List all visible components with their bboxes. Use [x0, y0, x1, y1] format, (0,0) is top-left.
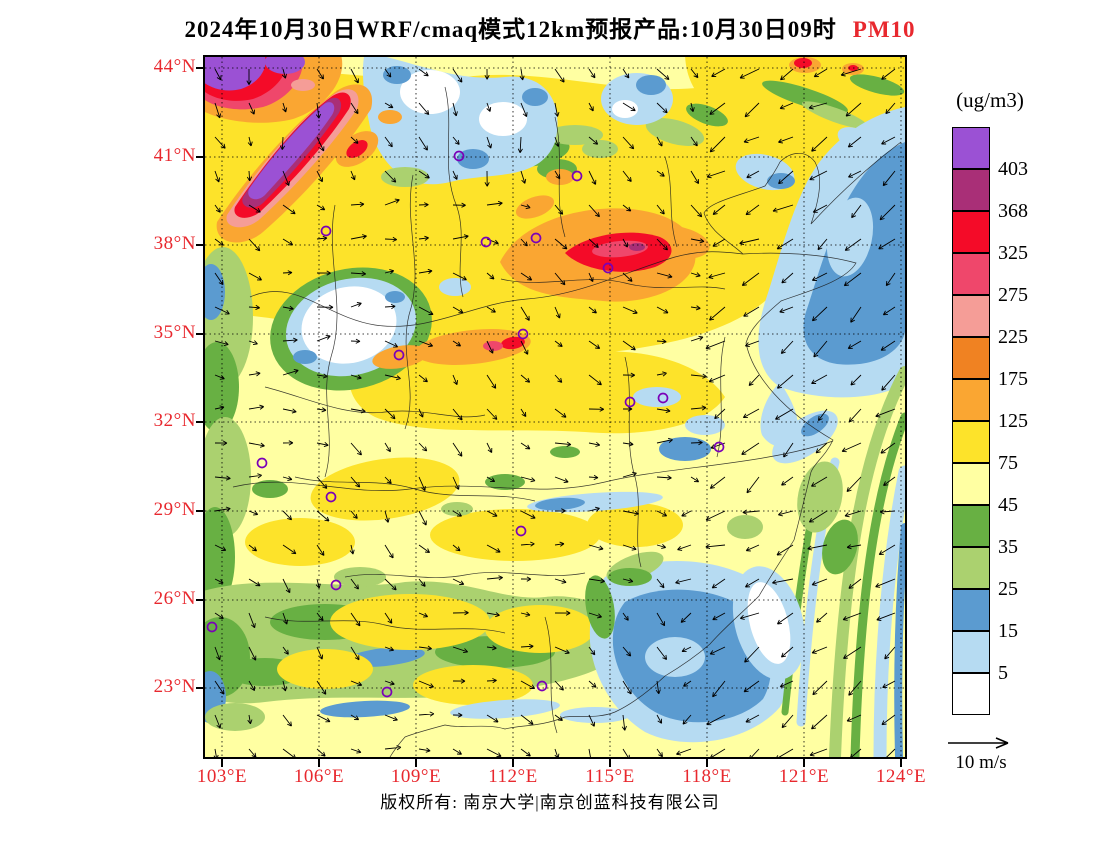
- lon-axis-label: 121°E: [778, 766, 830, 787]
- city-station-marker: [571, 170, 583, 182]
- city-station-marker: [536, 680, 548, 692]
- legend-scale-value: 403: [998, 158, 1028, 180]
- city-station-marker: [330, 579, 342, 591]
- pollutant-label: PM10: [852, 17, 916, 42]
- legend-color-swatch: [952, 169, 990, 211]
- city-station-marker: [517, 328, 529, 340]
- city-station-marker: [256, 457, 268, 469]
- legend-color-swatch: [952, 337, 990, 379]
- legend-scale-value: 25: [998, 578, 1018, 600]
- city-station-marker: [325, 491, 337, 503]
- wind-vectors: [213, 68, 896, 757]
- lon-axis-label: 118°E: [682, 766, 732, 787]
- lat-tick: [196, 599, 205, 601]
- legend-scale-value: 125: [998, 410, 1028, 432]
- copyright-text: 版权所有: 南京大学|南京创蓝科技有限公司: [380, 793, 720, 812]
- lon-axis-label: 124°E: [875, 766, 927, 787]
- lon-tick: [318, 759, 320, 767]
- legend-color-swatch: [952, 421, 990, 463]
- lat-axis-label: 38°N: [153, 233, 196, 254]
- lon-tick: [221, 759, 223, 767]
- lat-tick: [196, 687, 205, 689]
- legend-scale-value: 175: [998, 368, 1028, 390]
- lat-axis-label: 41°N: [153, 145, 196, 166]
- lat-tick: [196, 333, 205, 335]
- city-station-marker: [453, 150, 465, 162]
- legend-color-swatch: [952, 547, 990, 589]
- lon-axis-label: 103°E: [196, 766, 248, 787]
- color-scale-bar: [952, 127, 990, 715]
- lon-tick: [609, 759, 611, 767]
- lat-tick: [196, 67, 205, 69]
- lat-tick: [196, 421, 205, 423]
- lon-tick: [512, 759, 514, 767]
- legend-color-swatch: [952, 253, 990, 295]
- lon-axis-label: 109°E: [390, 766, 442, 787]
- legend-scale-value: 45: [998, 494, 1018, 516]
- lat-axis-label: 35°N: [153, 322, 196, 343]
- city-station-marker: [320, 225, 332, 237]
- lat-axis-label: 44°N: [153, 56, 196, 77]
- city-station-marker: [657, 392, 669, 404]
- legend-scale-value: 5: [998, 662, 1008, 684]
- lon-tick: [706, 759, 708, 767]
- legend-color-swatch: [952, 463, 990, 505]
- pm10-concentration-field: [205, 57, 905, 757]
- legend-scale-value: 15: [998, 620, 1018, 642]
- legend-scale-value: 275: [998, 284, 1028, 306]
- legend-scale-value: 325: [998, 242, 1028, 264]
- legend-color-swatch: [952, 295, 990, 337]
- lon-axis-label: 112°E: [488, 766, 538, 787]
- province-borders: [232, 86, 902, 757]
- city-station-marker: [515, 525, 527, 537]
- legend-color-swatch: [952, 589, 990, 631]
- lon-tick: [415, 759, 417, 767]
- city-station-marker: [530, 232, 542, 244]
- wind-reference-arrow: [948, 737, 1009, 749]
- legend-color-swatch: [952, 673, 990, 715]
- legend-unit-label: (ug/m3): [956, 88, 1024, 112]
- map-frame: [203, 55, 907, 759]
- legend-color-swatch: [952, 631, 990, 673]
- lat-tick: [196, 244, 205, 246]
- city-station-marker: [480, 236, 492, 248]
- lat-axis-label: 29°N: [153, 499, 196, 520]
- lat-axis-label: 32°N: [153, 410, 196, 431]
- legend-color-swatch: [952, 379, 990, 421]
- title-text: 2024年10月30日WRF/cmaq模式12km预报产品:10月30日09时: [184, 17, 837, 42]
- city-station-marker: [713, 441, 725, 453]
- city-station-marker: [381, 686, 393, 698]
- page-title: 2024年10月30日WRF/cmaq模式12km预报产品:10月30日09时 P…: [0, 10, 1100, 44]
- legend-color-swatch: [952, 211, 990, 253]
- lat-tick: [196, 510, 205, 512]
- city-station-marker: [602, 262, 614, 274]
- city-station-marker: [206, 621, 218, 633]
- legend-scale-value: 225: [998, 326, 1028, 348]
- legend-scale-value: 368: [998, 200, 1028, 222]
- wind-reference-label: 10 m/s: [955, 752, 1007, 773]
- legend-color-swatch: [952, 505, 990, 547]
- lat-axis-label: 23°N: [153, 676, 196, 697]
- city-station-marker: [624, 396, 636, 408]
- lon-tick: [803, 759, 805, 767]
- lon-tick: [900, 759, 902, 767]
- legend-color-swatch: [952, 127, 990, 169]
- lat-tick: [196, 156, 205, 158]
- station-markers: [206, 150, 725, 698]
- city-station-marker: [393, 349, 405, 361]
- legend-scale-value: 35: [998, 536, 1018, 558]
- pm10-forecast-map: [205, 57, 905, 757]
- lat-axis-label: 26°N: [153, 588, 196, 609]
- legend-scale-value: 75: [998, 452, 1018, 474]
- lon-axis-label: 106°E: [293, 766, 345, 787]
- lon-axis-label: 115°E: [585, 766, 635, 787]
